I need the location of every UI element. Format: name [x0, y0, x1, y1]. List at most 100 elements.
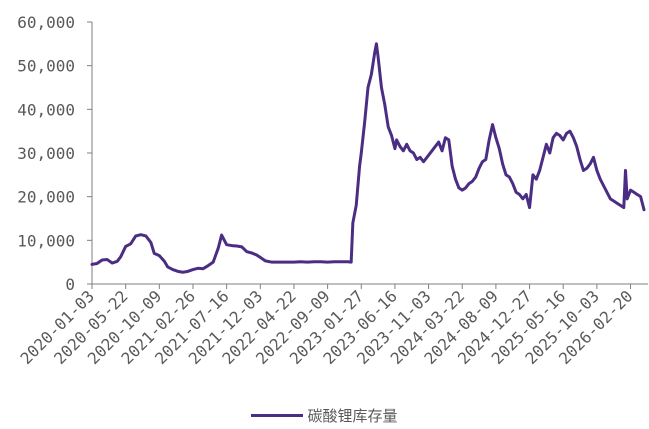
data-point [390, 134, 393, 137]
data-point [339, 260, 343, 263]
data-point [225, 243, 228, 246]
data-point [461, 188, 464, 192]
data-point [514, 191, 518, 194]
data-point [636, 193, 639, 196]
data-point [609, 197, 612, 201]
data-point [181, 271, 185, 274]
data-point [144, 234, 148, 238]
y-tick-label: 30,000 [17, 144, 75, 163]
data-point [235, 244, 238, 248]
data-point [457, 186, 461, 190]
data-point [415, 158, 418, 161]
data-point [440, 149, 444, 153]
data-point [427, 153, 430, 157]
data-point [602, 184, 605, 187]
data-point [484, 158, 487, 161]
data-point [153, 252, 156, 255]
data-point [599, 178, 602, 181]
data-point [206, 264, 210, 267]
data-point [565, 132, 568, 135]
y-tick-label: 10,000 [17, 231, 75, 250]
data-point [585, 167, 588, 170]
data-point [395, 138, 398, 142]
data-point [111, 261, 114, 265]
data-point [230, 244, 233, 247]
data-point [572, 136, 575, 139]
data-point [373, 51, 376, 54]
data-point [521, 197, 525, 201]
data-point [434, 145, 437, 148]
data-point [501, 162, 504, 166]
data-point [158, 254, 161, 257]
data-point [376, 55, 380, 59]
data-point [408, 149, 412, 153]
data-point [444, 136, 447, 139]
data-point [511, 182, 514, 185]
data-point [551, 136, 555, 139]
data-point [284, 260, 287, 264]
y-tick-label: 60,000 [17, 13, 75, 32]
y-tick-label: 50,000 [17, 57, 75, 76]
data-point [447, 138, 450, 142]
data-point [100, 258, 104, 262]
data-point [166, 265, 169, 269]
data-point [508, 175, 511, 179]
data-point [220, 233, 223, 237]
data-point [259, 256, 262, 259]
data-point [582, 169, 585, 172]
plot-area [90, 42, 646, 274]
data-point [134, 234, 137, 238]
data-point [149, 241, 153, 244]
y-axis: 0 10,000 20,000 30,000 40,000 50,000 60,000 [17, 13, 93, 294]
data-point [528, 206, 531, 209]
data-point [375, 42, 378, 46]
data-point [588, 162, 592, 166]
data-point [454, 178, 457, 181]
data-point [139, 233, 142, 236]
data-point [629, 188, 632, 192]
data-point [387, 125, 390, 128]
data-point [95, 262, 99, 265]
data-point [270, 260, 274, 264]
data-point [217, 246, 220, 250]
data-point [498, 147, 501, 150]
data-point [531, 173, 535, 177]
data-point [494, 136, 498, 139]
data-point [346, 260, 349, 263]
data-point [393, 147, 397, 150]
data-point [380, 86, 383, 89]
data-point [186, 270, 190, 273]
data-point [355, 204, 358, 207]
series-line-0 [90, 42, 646, 274]
data-point [619, 204, 622, 207]
data-point [632, 191, 636, 194]
data-point [624, 169, 627, 172]
data-point [351, 221, 355, 225]
data-point [299, 260, 302, 263]
data-point [487, 138, 491, 142]
data-point [326, 260, 329, 264]
data-point [430, 149, 434, 153]
data-point [548, 151, 551, 155]
data-point [612, 199, 615, 203]
data-point [575, 145, 578, 148]
data-point [196, 267, 200, 270]
data-point [292, 260, 296, 264]
data-point [562, 138, 565, 142]
data-point [163, 260, 166, 263]
x-axis: 2020-01-032020-05-222020-10-092021-02-26… [16, 283, 648, 368]
data-point [578, 158, 582, 161]
data-point [358, 164, 361, 168]
data-point [568, 129, 572, 133]
data-point [595, 169, 599, 172]
data-point [176, 270, 180, 273]
data-point [240, 245, 243, 249]
data-point [191, 268, 195, 271]
data-point [545, 143, 548, 146]
data-point [541, 156, 545, 159]
data-point [402, 149, 405, 153]
legend-label: 碳酸锂库存量 [307, 407, 398, 425]
data-point [171, 268, 174, 271]
data-point [306, 260, 309, 264]
